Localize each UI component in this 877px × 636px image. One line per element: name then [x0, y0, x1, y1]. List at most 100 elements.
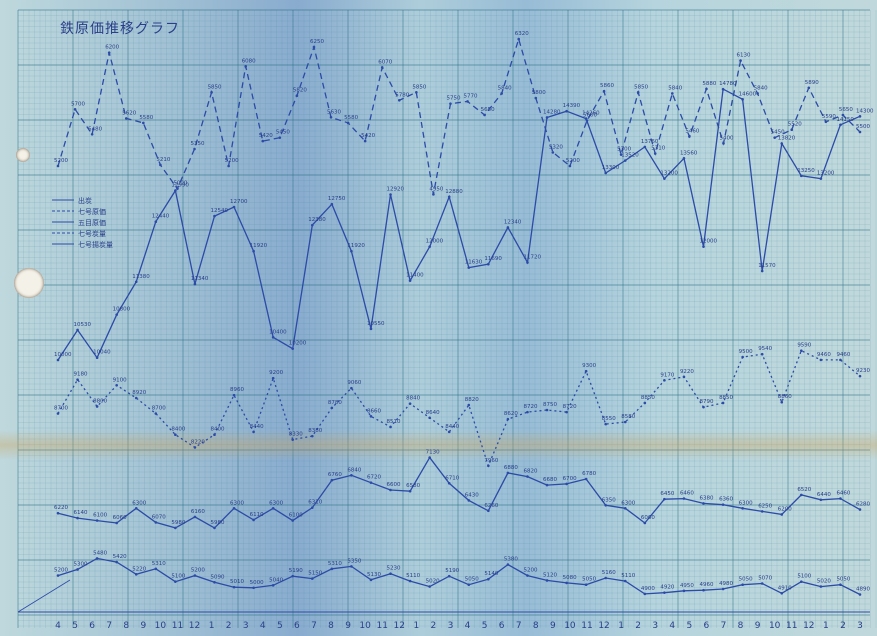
data-label: 9460: [836, 352, 850, 358]
data-point: [780, 591, 784, 595]
data-label: 5520: [788, 122, 802, 128]
data-label: 14260: [582, 111, 600, 117]
data-label: 5310: [651, 146, 665, 152]
data-label: 5160: [602, 570, 616, 576]
data-label: 8850: [719, 395, 733, 401]
data-label: 6680: [543, 477, 557, 483]
data-label: 5420: [259, 133, 273, 139]
data-label: 11400: [406, 273, 424, 279]
x-tick-label: 5: [686, 621, 692, 631]
data-point: [252, 430, 255, 434]
x-tick-label: 9: [550, 621, 556, 631]
x-tick-label: 4: [465, 621, 471, 631]
data-point: [213, 433, 216, 437]
data-point: [506, 563, 510, 566]
data-label: 5310: [152, 561, 166, 567]
data-label: 5050: [582, 577, 596, 583]
data-point: [682, 497, 686, 500]
data-label: 5110: [621, 573, 635, 579]
data-point: [623, 159, 627, 162]
data-point: [604, 503, 608, 507]
data-point: [487, 464, 490, 468]
data-label: 5890: [805, 80, 819, 86]
x-tick-label: 11: [172, 621, 183, 631]
data-point: [467, 403, 471, 407]
data-point: [447, 430, 451, 434]
data-label: 14780: [719, 81, 737, 87]
data-point: [159, 163, 162, 167]
data-label: 10200: [289, 341, 307, 347]
data-label: 8750: [543, 402, 557, 408]
data-point: [389, 488, 392, 492]
data-point: [232, 507, 236, 510]
axis-corner-diagonal: [17, 579, 71, 613]
x-tick-label: 2: [226, 621, 232, 631]
data-point: [330, 567, 334, 571]
data-point: [232, 393, 236, 397]
data-label: 5780: [395, 92, 409, 98]
data-point: [663, 177, 666, 180]
data-label: 8440: [445, 424, 459, 430]
data-point: [56, 574, 60, 577]
legend-label: 出炭: [78, 196, 92, 205]
data-point: [584, 583, 588, 587]
data-point: [227, 164, 230, 168]
data-label: 9220: [680, 369, 694, 375]
data-label: 5100: [797, 574, 811, 580]
x-tick-label: 10: [769, 621, 781, 631]
data-point: [428, 416, 431, 420]
punch-hole-bottom: [14, 268, 44, 298]
data-label: 11920: [347, 243, 365, 249]
x-tick-label: 11: [376, 621, 387, 631]
data-label: 11690: [484, 256, 502, 262]
x-tick-label: 1: [618, 621, 624, 631]
x-tick-label: 11: [786, 621, 797, 631]
data-label: 13200: [660, 171, 678, 177]
data-point: [397, 98, 401, 102]
data-point: [193, 147, 196, 151]
data-label: 6300: [739, 500, 753, 506]
data-point: [688, 135, 691, 138]
data-label: 5590: [822, 114, 836, 120]
data-point: [604, 576, 608, 580]
x-tick-label: 11: [581, 621, 592, 631]
data-label: 6100: [93, 513, 107, 519]
data-label: 4890: [856, 587, 870, 593]
x-tick-label: 9: [755, 621, 761, 631]
data-point: [210, 91, 213, 94]
data-point: [584, 117, 588, 120]
data-label: 6200: [778, 506, 792, 512]
data-point: [369, 327, 373, 331]
data-label: 8720: [523, 404, 537, 410]
data-point: [584, 477, 588, 481]
data-label: 12880: [445, 189, 463, 195]
data-label: 10550: [367, 321, 385, 327]
data-point: [134, 507, 138, 510]
data-point: [565, 581, 568, 585]
data-label: 14150: [836, 117, 854, 123]
data-label: 6580: [406, 483, 420, 489]
data-point: [670, 92, 674, 95]
data-label: 8920: [132, 390, 146, 396]
data-point: [261, 139, 265, 143]
data-label: 6300: [132, 500, 146, 506]
data-point: [213, 580, 216, 584]
data-label: 12000: [426, 239, 444, 245]
data-point: [841, 113, 845, 117]
data-label: 13300: [602, 165, 620, 171]
data-label: 5190: [289, 568, 303, 574]
data-label: 5000: [250, 580, 264, 586]
data-point: [193, 515, 197, 519]
data-label: 6110: [250, 512, 264, 518]
data-point: [134, 396, 138, 400]
data-label: 5350: [191, 141, 205, 147]
data-point: [663, 591, 666, 594]
data-point: [682, 589, 686, 593]
data-label: 12750: [328, 196, 346, 202]
data-label: 8400: [210, 427, 224, 433]
data-point: [604, 171, 608, 175]
data-label: 14280: [543, 109, 561, 115]
data-label: 6160: [191, 509, 205, 515]
data-point: [739, 59, 742, 62]
x-tick-label: 4: [669, 621, 675, 631]
